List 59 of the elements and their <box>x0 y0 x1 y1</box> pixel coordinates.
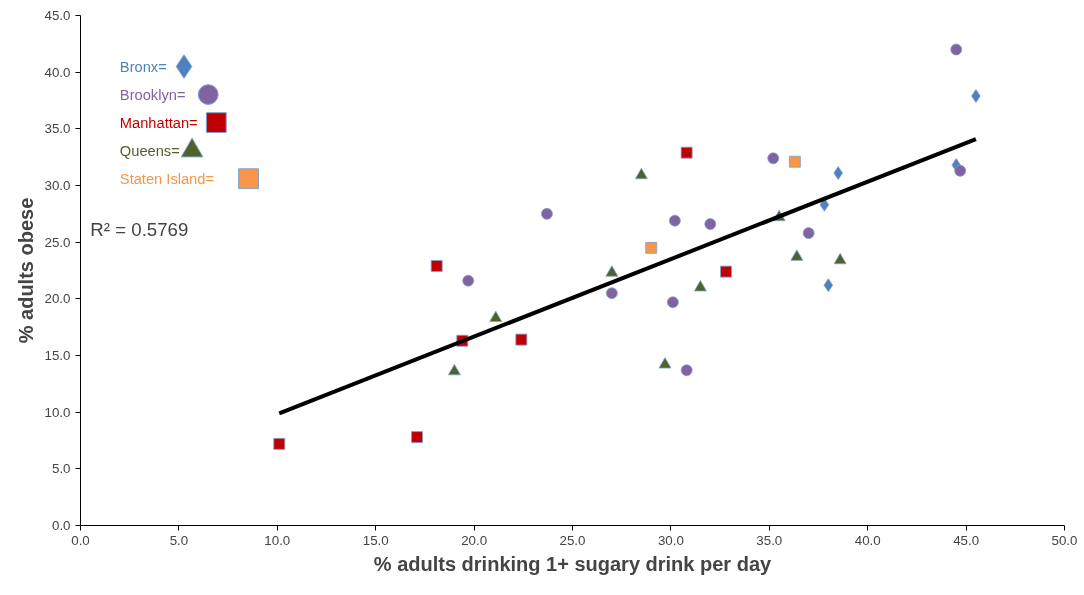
point <box>833 166 843 180</box>
x-tick-label: 45.0 <box>953 532 980 548</box>
point <box>515 333 528 346</box>
point <box>680 364 693 377</box>
y-axis-title: % adults obese <box>14 197 37 344</box>
point <box>767 152 780 165</box>
point <box>788 155 801 168</box>
point <box>666 296 679 309</box>
point <box>411 431 423 443</box>
point <box>541 207 553 220</box>
x-tick-label: 5.0 <box>169 532 189 548</box>
point <box>605 287 618 300</box>
point <box>668 214 681 227</box>
y-tick-label: 40.0 <box>44 64 71 80</box>
point <box>645 241 658 254</box>
point <box>489 310 503 322</box>
y-tick-label: 30.0 <box>44 178 71 193</box>
point <box>462 274 475 287</box>
annotation: R² = 0.5769 <box>90 219 189 241</box>
point <box>704 218 717 230</box>
point <box>802 227 815 239</box>
point <box>273 438 286 450</box>
point <box>680 146 693 159</box>
x-tick-label: 25.0 <box>559 532 586 548</box>
point <box>448 364 461 376</box>
point <box>658 357 672 369</box>
point <box>430 260 443 272</box>
point <box>950 43 963 56</box>
legend-label: Queens= <box>119 142 180 159</box>
point <box>823 278 834 293</box>
y-tick-label: 20.0 <box>44 291 71 307</box>
point <box>833 252 847 265</box>
x-tick-label: 20.0 <box>461 532 488 548</box>
point <box>971 89 981 103</box>
y-tick-label: 0.0 <box>51 518 71 533</box>
point <box>790 249 804 261</box>
point <box>694 280 707 292</box>
point <box>605 265 619 277</box>
legend-label: Staten Island= <box>119 170 214 187</box>
x-tick-label: 40.0 <box>854 532 881 548</box>
x-tick-label: 10.0 <box>264 532 291 548</box>
legend-label: Bronx= <box>119 58 167 75</box>
y-tick-label: 15.0 <box>44 348 71 363</box>
y-tick-label: 25.0 <box>44 234 71 250</box>
point <box>954 164 967 177</box>
legend-label: Manhattan= <box>119 114 198 131</box>
x-axis-title: % adults drinking 1+ sugary drink per day <box>373 552 773 575</box>
x-tick-label: 30.0 <box>657 532 684 548</box>
y-tick-label: 35.0 <box>44 121 71 137</box>
legend-label: Brooklyn= <box>119 86 186 103</box>
y-tick-label: 5.0 <box>51 461 71 477</box>
y-tick-label: 45.0 <box>44 8 71 23</box>
x-tick-label: 50.0 <box>1051 532 1078 548</box>
point <box>634 167 648 180</box>
x-tick-label: 15.0 <box>362 532 389 548</box>
y-tick-label: 10.0 <box>44 404 71 420</box>
x-tick-label: 0.0 <box>71 532 90 548</box>
x-tick-label: 35.0 <box>756 532 783 548</box>
point <box>720 265 732 278</box>
